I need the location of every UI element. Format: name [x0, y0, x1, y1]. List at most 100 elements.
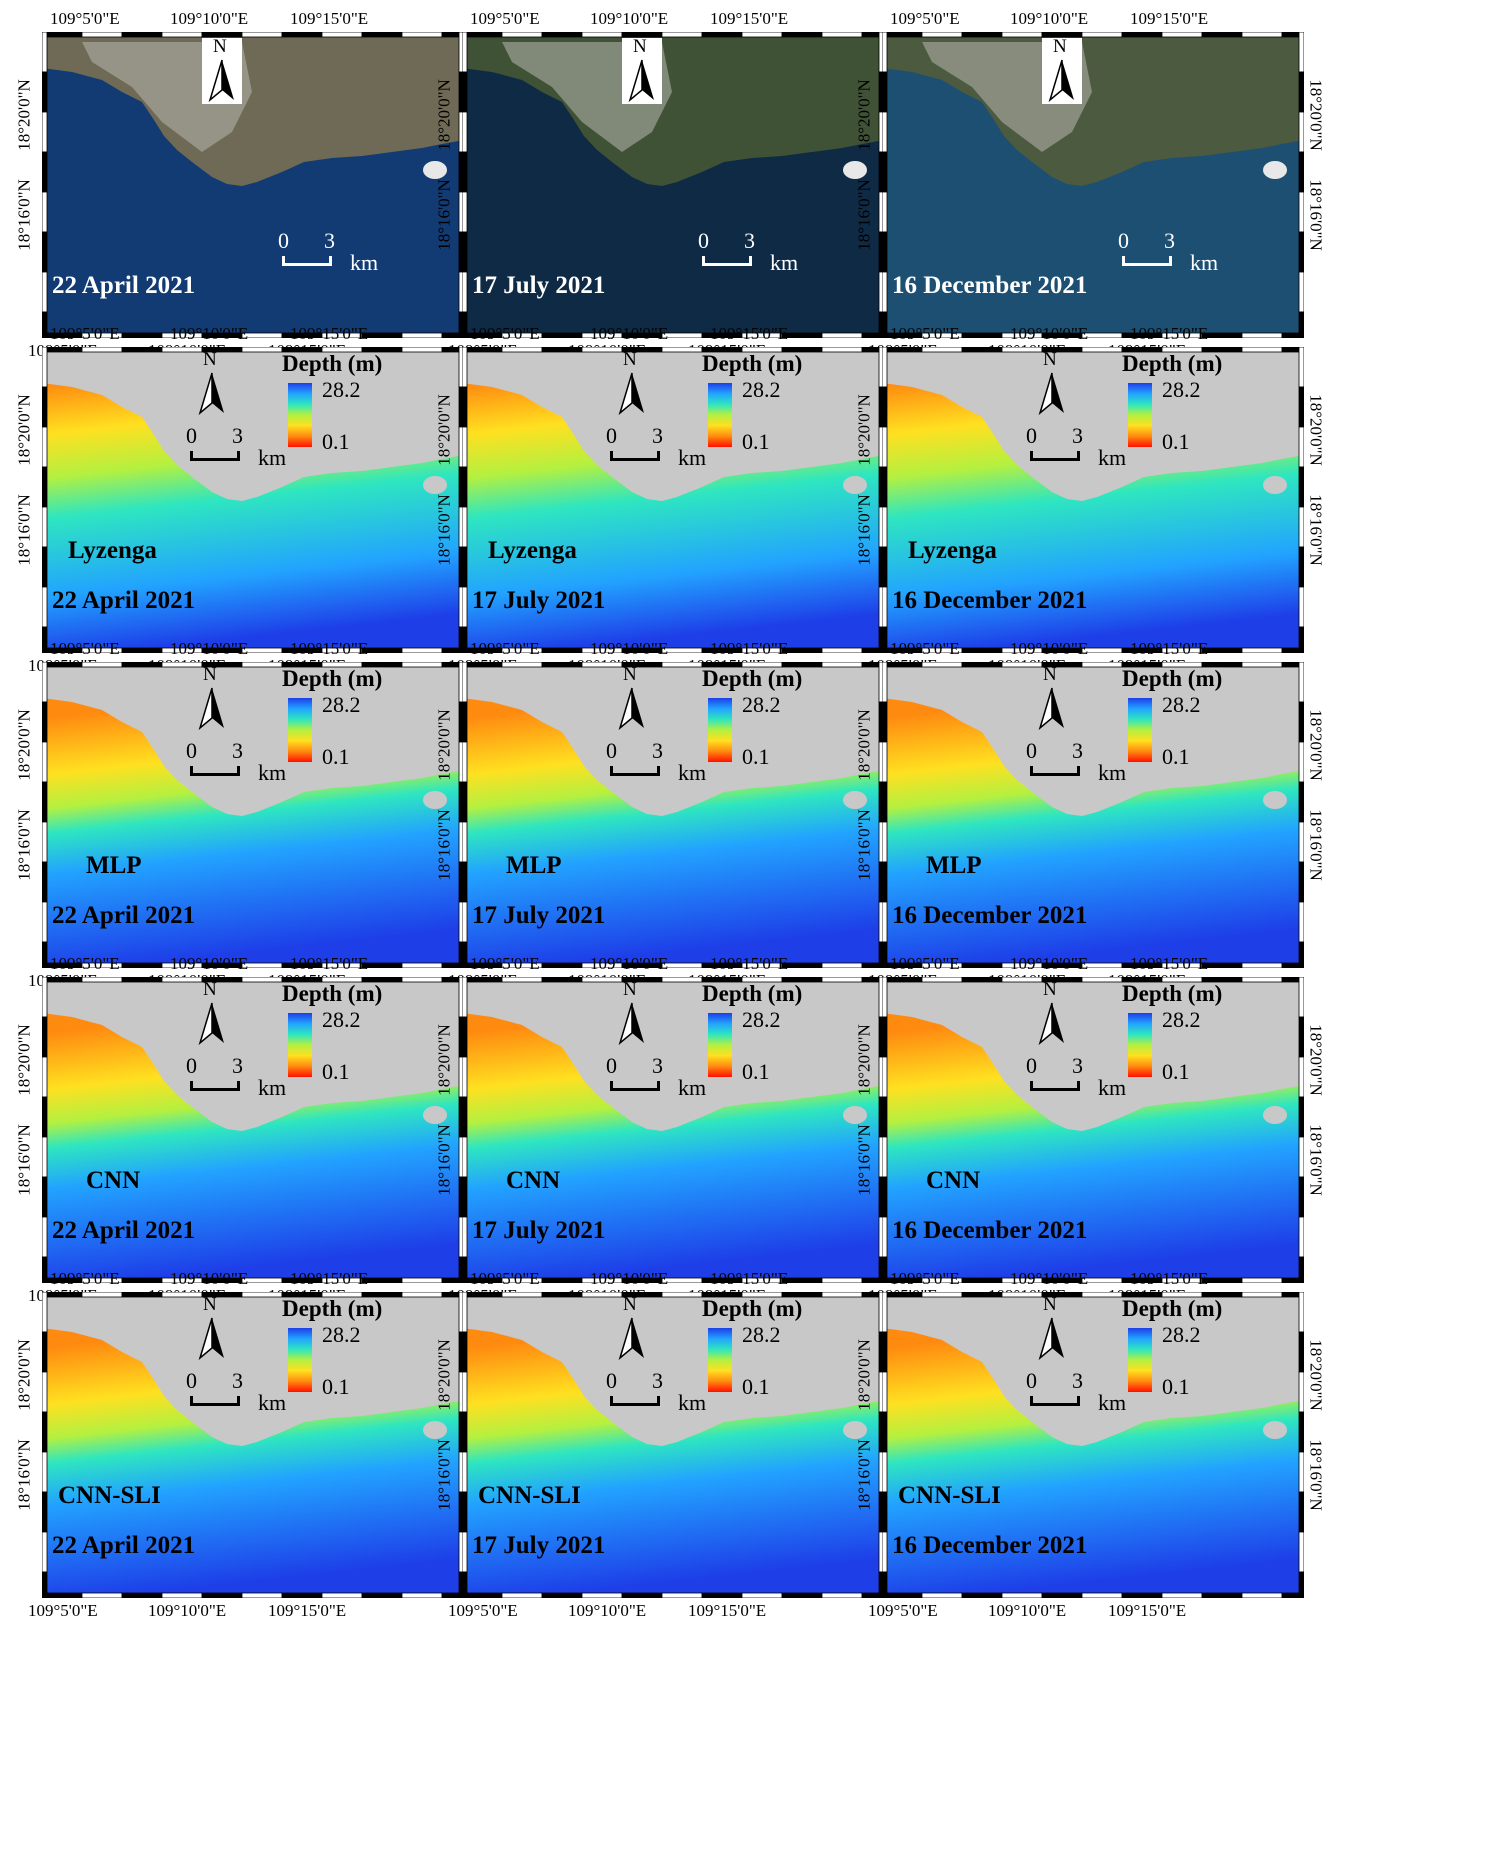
x-tick-label-bottom: 109°10'0"E — [148, 1601, 227, 1620]
scale-unit: km — [1098, 1075, 1127, 1100]
north-arrow: N — [612, 349, 652, 417]
island — [423, 791, 447, 809]
x-tick-label-top: 109°15'0"E — [1130, 639, 1209, 658]
y-tick-label-left: 18°16'0"N — [854, 1124, 874, 1196]
y-tick-label-right: 18°20'0"N — [1306, 709, 1326, 781]
north-arrow-icon — [618, 1002, 644, 1046]
scale-unit: km — [258, 1390, 287, 1415]
north-label: N — [1053, 36, 1067, 57]
scale-three: 3 — [652, 738, 663, 763]
north-arrow-icon — [198, 1002, 224, 1046]
date-label: 22 April 2021 — [52, 1532, 196, 1559]
x-tick-label-top: 109°10'0"E — [590, 639, 669, 658]
map-panel: 109°5'0"E 109°10'0"E 109°15'0"E 109°5'0"E 10… — [850, 10, 1326, 360]
scale-bar-line — [1030, 766, 1080, 776]
method-label: CNN — [86, 1167, 141, 1194]
legend-color-ramp — [288, 698, 312, 762]
map-frame: N 0 3 km Depth (m) 28.2 0.1 CNN-SLI 16 December … — [882, 1292, 1304, 1598]
north-arrow: N — [192, 979, 232, 1047]
scale-unit: km — [258, 760, 287, 785]
scale-bar-line — [190, 1081, 240, 1091]
method-label: MLP — [506, 852, 562, 879]
legend-color-ramp — [708, 1328, 732, 1392]
north-arrow-icon — [1048, 59, 1074, 103]
satellite-image — [882, 32, 1304, 338]
legend-max: 28.2 — [322, 1007, 361, 1032]
scale-unit: km — [770, 250, 799, 275]
island — [843, 1106, 867, 1124]
y-tick-label-left: 18°16'0"N — [434, 1439, 454, 1511]
island — [843, 791, 867, 809]
land-area — [462, 347, 884, 501]
y-tick-label-left: 18°20'0"N — [434, 1024, 454, 1096]
x-tick-label-top: 109°10'0"E — [170, 324, 249, 343]
scale-bar-line — [610, 1396, 660, 1406]
scale-bar: 0 3 km — [606, 423, 706, 471]
island — [1263, 1421, 1287, 1439]
legend-max: 28.2 — [1162, 1007, 1201, 1032]
scale-zero: 0 — [606, 1368, 617, 1393]
legend-title: Depth (m) — [282, 1296, 383, 1321]
north-label: N — [203, 664, 217, 685]
map-border — [462, 977, 884, 1283]
north-arrow: N — [612, 664, 652, 732]
scale-bar-line — [282, 256, 332, 266]
x-tick-label-top: 109°10'0"E — [1010, 324, 1089, 343]
land-area — [882, 347, 1304, 501]
north-label: N — [203, 979, 217, 1000]
map-frame: N 0 3 km Depth (m) 28.2 0.1 MLP 16 December 2021 — [882, 662, 1304, 968]
island — [1263, 1106, 1287, 1124]
scale-zero: 0 — [1026, 738, 1037, 763]
north-arrow-icon — [1038, 372, 1064, 416]
legend-title: Depth (m) — [702, 666, 803, 691]
map-frame: N 0 3 km Depth (m) 28.2 0.1 Lyzenga 17 July 2021 — [462, 347, 884, 653]
depth-map — [462, 977, 884, 1283]
north-arrow-icon — [198, 687, 224, 731]
y-tick-label-left: 18°20'0"N — [434, 394, 454, 466]
map-panel: 109°5'0"E 109°10'0"E 109°15'0"E 109°5'0"E 10… — [10, 640, 486, 990]
x-tick-label-top: 109°15'0"E — [710, 1269, 789, 1288]
x-tick-label-top: 109°5'0"E — [890, 324, 960, 343]
depth-map — [42, 347, 464, 653]
map-panel: 109°5'0"E 109°10'0"E 109°15'0"E 109°5'0"E 10… — [10, 955, 486, 1305]
y-tick-label-right: 18°16'0"N — [1306, 1439, 1326, 1511]
island — [423, 1106, 447, 1124]
legend-min: 0.1 — [1162, 1059, 1190, 1084]
date-label: 17 July 2021 — [472, 902, 606, 929]
y-tick-label-left: 18°16'0"N — [14, 179, 34, 251]
map-frame: N 0 3 km Depth (m) 28.2 0.1 CNN-SLI 17 July 2021 — [462, 1292, 884, 1598]
x-tick-label-top: 109°5'0"E — [470, 1269, 540, 1288]
north-label: N — [1043, 664, 1057, 685]
legend-max: 28.2 — [322, 377, 361, 402]
date-label: 16 December 2021 — [892, 902, 1088, 929]
date-label: 22 April 2021 — [52, 272, 196, 299]
legend-max: 28.2 — [322, 1322, 361, 1347]
scale-bar: 0 3 km — [606, 738, 706, 786]
map-border — [462, 32, 884, 338]
scale-three: 3 — [232, 1368, 243, 1393]
scale-unit: km — [1098, 760, 1127, 785]
scale-bar: 0 3 km — [1026, 423, 1126, 471]
island — [843, 1421, 867, 1439]
north-arrow-icon — [198, 1317, 224, 1361]
scale-bar: 0 3 km — [1026, 1368, 1126, 1416]
north-arrow-icon — [1038, 1002, 1064, 1046]
depth-legend: Depth (m) 28.2 0.1 — [1122, 666, 1262, 771]
map-border — [462, 1292, 884, 1598]
map-border — [882, 977, 1304, 1283]
legend-color-ramp — [1128, 1013, 1152, 1077]
x-tick-label-top: 109°15'0"E — [290, 1269, 369, 1288]
map-frame: N 0 3 km Depth (m) 28.2 0.1 CNN-SLI 22 April 202… — [42, 1292, 464, 1598]
legend-color-ramp — [708, 698, 732, 762]
date-label: 17 July 2021 — [472, 1217, 606, 1244]
y-tick-label-left: 18°20'0"N — [434, 709, 454, 781]
north-arrow: N — [1042, 36, 1082, 104]
map-frame: N 0 3 km Depth (m) 28.2 0.1 MLP 17 July 2021 — [462, 662, 884, 968]
legend-title: Depth (m) — [702, 351, 803, 376]
map-frame: N 0 3 km 22 April 2021 — [42, 32, 464, 338]
north-label: N — [203, 1294, 217, 1315]
legend-max: 28.2 — [742, 1322, 781, 1347]
date-label: 16 December 2021 — [892, 1532, 1088, 1559]
depth-legend: Depth (m) 28.2 0.1 — [282, 666, 422, 771]
x-tick-label-top: 109°10'0"E — [590, 954, 669, 973]
